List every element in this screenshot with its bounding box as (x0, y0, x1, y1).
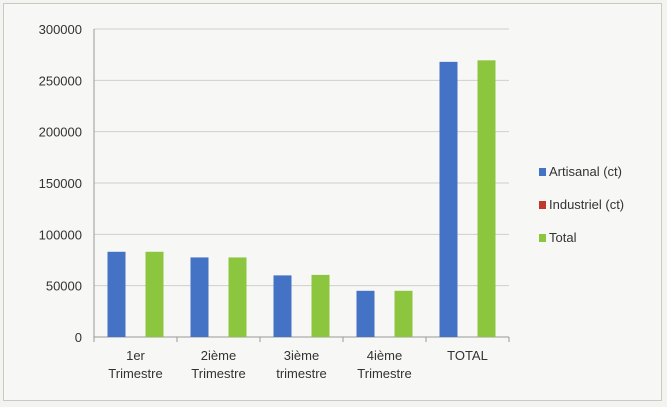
x-tick-label: Trimestre (191, 366, 245, 381)
legend-swatch (539, 234, 546, 242)
y-tick-label: 200000 (39, 125, 82, 140)
x-tick-label: TOTAL (447, 348, 488, 363)
x-tick-label: Trimestre (108, 366, 162, 381)
y-tick-label: 150000 (39, 176, 82, 191)
x-tick-label: 4ième (367, 348, 402, 363)
bar-total (311, 274, 330, 337)
y-tick-label: 50000 (46, 279, 82, 294)
bars (107, 60, 496, 338)
bar-total (477, 60, 496, 338)
y-tick-label: 250000 (39, 73, 82, 88)
legend-swatch (539, 168, 546, 176)
legend-label: Artisanal (ct) (549, 164, 622, 179)
bar-artisanal-ct (439, 61, 458, 337)
legend-label: Total (549, 230, 577, 245)
y-tick-labels: 0 50000 100000 150000 200000 250000 300000 (39, 22, 82, 345)
y-tick-label: 100000 (39, 227, 82, 242)
x-tick-labels: 1er Trimestre 2ième Trimestre 3ième trimestre… (108, 348, 488, 381)
x-tick-label: trimestre (276, 366, 327, 381)
x-tick-label: 3ième (284, 348, 319, 363)
x-tick-label: Trimestre (357, 366, 411, 381)
legend-label: Industriel (ct) (549, 197, 624, 212)
legend-swatch (539, 201, 546, 209)
bar-chart: 0 50000 100000 150000 200000 250000 300000 1er… (39, 22, 625, 381)
bar-total (228, 257, 247, 337)
y-tick-label: 300000 (39, 22, 82, 37)
y-tick-label: 0 (75, 330, 82, 345)
bar-artisanal-ct (273, 275, 292, 337)
bar-artisanal-ct (107, 251, 126, 337)
bar-total (394, 290, 413, 337)
chart-frame: 0 50000 100000 150000 200000 250000 300000 1er… (3, 3, 662, 401)
x-tick-label: 1er (126, 348, 145, 363)
bar-artisanal-ct (190, 257, 209, 337)
bar-total (145, 251, 164, 337)
x-tick-label: 2ième (201, 348, 236, 363)
bar-artisanal-ct (356, 290, 375, 337)
legend: Artisanal (ct) Industriel (ct) Total (539, 164, 624, 245)
